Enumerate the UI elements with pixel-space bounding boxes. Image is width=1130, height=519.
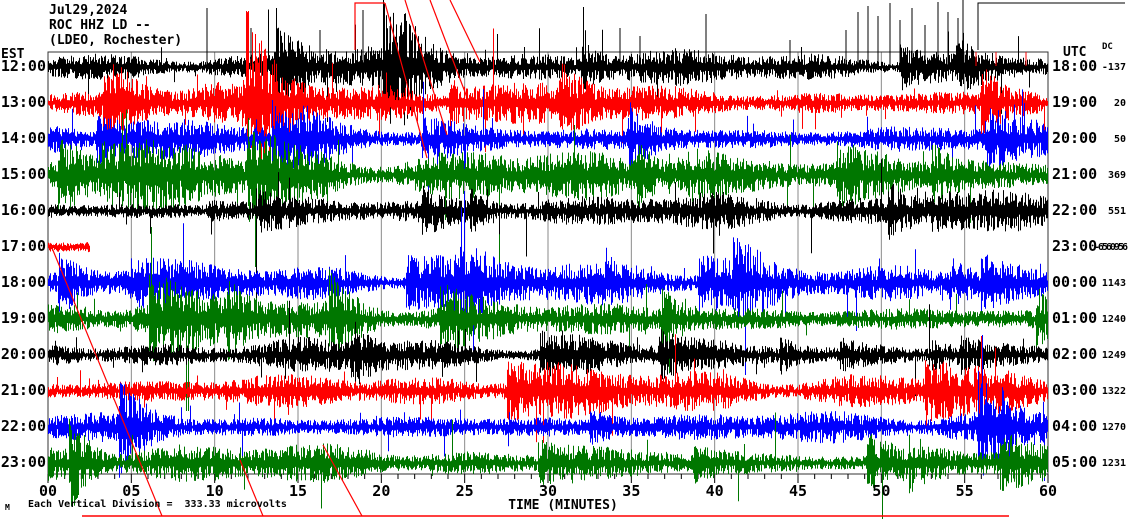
- time-axis-tick-label: 40: [705, 482, 724, 500]
- time-axis-tick-label: 05: [122, 482, 141, 500]
- time-axis-tick-label: 10: [205, 482, 224, 500]
- date-label: Jul29,2024: [49, 3, 128, 18]
- est-timezone-label: EST: [1, 47, 25, 62]
- est-hour-label: 17:00: [0, 237, 46, 255]
- est-hour-label: 13:00: [0, 93, 46, 111]
- dc-offset-value: 20: [1113, 98, 1126, 109]
- dc-offset-value: 551: [1107, 206, 1126, 217]
- dc-column-label: DC: [1102, 42, 1113, 52]
- est-hour-label: 20:00: [0, 345, 46, 363]
- utc-hour-label: 00:00: [1052, 273, 1098, 291]
- time-axis-tick-label: 25: [455, 482, 474, 500]
- dc-offset-value: 1231: [1101, 458, 1126, 469]
- dc-offset-value: 369: [1107, 170, 1126, 181]
- utc-timezone-label: UTC: [1063, 45, 1087, 60]
- est-hour-label: 18:00: [0, 273, 46, 291]
- est-hour-label: 16:00: [0, 201, 46, 219]
- dc-offset-value: 1143: [1101, 278, 1126, 289]
- est-hour-label: 23:00: [0, 453, 46, 471]
- dc-offset-value: -6560956: [1093, 242, 1128, 253]
- time-axis-tick-label: 55: [955, 482, 974, 500]
- time-axis-tick-label: 35: [622, 482, 641, 500]
- utc-hour-label: 03:00: [1052, 381, 1098, 399]
- est-hour-label: 12:00: [0, 57, 46, 75]
- dc-offset-value: 1322: [1101, 386, 1126, 397]
- utc-hour-label: 19:00: [1052, 93, 1098, 111]
- time-axis-tick-label: 45: [788, 482, 808, 500]
- org-label: (LDEO, Rochester): [49, 33, 183, 48]
- dc-offset-value: 1249: [1101, 350, 1126, 361]
- time-axis-label: TIME (MINUTES): [508, 498, 618, 513]
- utc-hour-label: 22:00: [1052, 201, 1098, 219]
- utc-hour-label: 02:00: [1052, 345, 1098, 363]
- est-hour-label: 21:00: [0, 381, 46, 399]
- dc-offset-value: 1240: [1101, 314, 1126, 325]
- time-axis-tick-label: 15: [288, 482, 308, 500]
- time-axis-tick-label: 20: [372, 482, 391, 500]
- scale-note: Each Vertical Division = 333.33 microvol…: [28, 499, 287, 510]
- time-axis-tick-label: 60: [1038, 482, 1058, 500]
- est-hour-label: 22:00: [0, 417, 46, 435]
- time-axis-tick-label: 00: [38, 482, 58, 500]
- utc-hour-label: 05:00: [1052, 453, 1098, 471]
- utc-hour-label: 23:00: [1052, 237, 1098, 255]
- time-axis-tick-label: 30: [538, 482, 558, 500]
- est-hour-label: 19:00: [0, 309, 46, 327]
- time-axis-tick-label: 50: [872, 482, 891, 500]
- utc-hour-label: 21:00: [1052, 165, 1098, 183]
- corner-glyph: M: [5, 503, 10, 512]
- dc-offset-value: 1270: [1101, 422, 1126, 433]
- est-hour-label: 14:00: [0, 129, 46, 147]
- station-label: ROC HHZ LD --: [49, 18, 151, 33]
- utc-hour-label: 18:00: [1052, 57, 1098, 75]
- est-hour-label: 15:00: [0, 165, 46, 183]
- dc-offset-value: 50: [1113, 134, 1126, 145]
- utc-hour-label: 01:00: [1052, 309, 1098, 327]
- utc-hour-label: 04:00: [1052, 417, 1098, 435]
- utc-hour-label: 20:00: [1052, 129, 1098, 147]
- dc-offset-value: -137: [1101, 62, 1126, 73]
